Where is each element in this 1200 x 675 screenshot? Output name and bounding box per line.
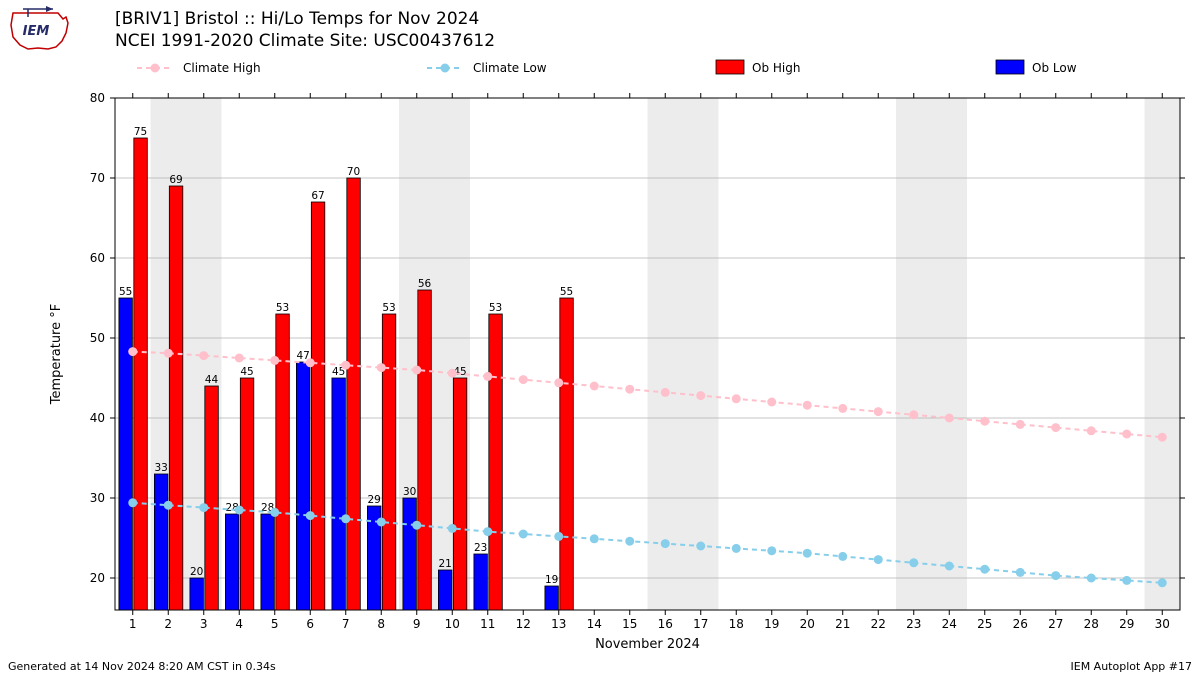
svg-text:29: 29 xyxy=(367,494,380,506)
svg-text:8: 8 xyxy=(377,617,385,631)
svg-text:Climate Low: Climate Low xyxy=(473,61,547,75)
svg-text:11: 11 xyxy=(480,617,495,631)
svg-text:13: 13 xyxy=(551,617,566,631)
svg-text:29: 29 xyxy=(1119,617,1134,631)
svg-text:4: 4 xyxy=(235,617,243,631)
x-axis-label: November 2024 xyxy=(595,637,700,652)
svg-text:30: 30 xyxy=(1155,617,1170,631)
svg-text:27: 27 xyxy=(1048,617,1063,631)
svg-text:5: 5 xyxy=(271,617,279,631)
svg-text:80: 80 xyxy=(90,91,105,105)
chart-title-1: [BRIV1] Bristol :: Hi/Lo Temps for Nov 2… xyxy=(115,9,479,29)
svg-text:Climate High: Climate High xyxy=(183,61,261,75)
svg-text:44: 44 xyxy=(205,374,219,386)
svg-text:53: 53 xyxy=(382,302,395,314)
svg-text:55: 55 xyxy=(119,286,132,298)
svg-text:19: 19 xyxy=(545,574,558,586)
svg-text:22: 22 xyxy=(871,617,886,631)
svg-text:12: 12 xyxy=(516,617,531,631)
svg-text:40: 40 xyxy=(90,411,105,425)
svg-text:20: 20 xyxy=(190,566,203,578)
svg-text:26: 26 xyxy=(1013,617,1028,631)
svg-text:75: 75 xyxy=(134,126,147,138)
svg-text:17: 17 xyxy=(693,617,708,631)
svg-text:23: 23 xyxy=(474,542,487,554)
svg-text:18: 18 xyxy=(729,617,744,631)
svg-text:1: 1 xyxy=(129,617,137,631)
svg-text:2: 2 xyxy=(164,617,172,631)
svg-text:14: 14 xyxy=(587,617,602,631)
svg-text:Ob Low: Ob Low xyxy=(1032,61,1077,75)
svg-text:3: 3 xyxy=(200,617,208,631)
footer-left: Generated at 14 Nov 2024 8:20 AM CST in … xyxy=(8,660,276,673)
svg-text:28: 28 xyxy=(1084,617,1099,631)
svg-text:20: 20 xyxy=(90,571,105,585)
logo-text: IEM xyxy=(23,24,50,39)
svg-text:9: 9 xyxy=(413,617,421,631)
svg-text:10: 10 xyxy=(445,617,460,631)
chart-title-2: NCEI 1991-2020 Climate Site: USC00437612 xyxy=(115,31,495,51)
svg-text:33: 33 xyxy=(154,462,167,474)
svg-text:6: 6 xyxy=(306,617,314,631)
svg-text:70: 70 xyxy=(347,166,360,178)
svg-text:67: 67 xyxy=(311,190,324,202)
temperature-chart: IEM5533202828474529302123197569444553677… xyxy=(0,0,1200,675)
svg-text:60: 60 xyxy=(90,251,105,265)
svg-text:53: 53 xyxy=(489,302,502,314)
svg-text:55: 55 xyxy=(560,286,573,298)
svg-text:30: 30 xyxy=(403,486,416,498)
svg-text:7: 7 xyxy=(342,617,350,631)
svg-text:56: 56 xyxy=(418,278,432,290)
y-axis-label: Temperature °F xyxy=(49,304,64,405)
svg-text:50: 50 xyxy=(90,331,105,345)
svg-text:16: 16 xyxy=(658,617,673,631)
svg-text:19: 19 xyxy=(764,617,779,631)
svg-text:21: 21 xyxy=(835,617,850,631)
svg-text:21: 21 xyxy=(438,558,451,570)
svg-text:15: 15 xyxy=(622,617,637,631)
svg-text:53: 53 xyxy=(276,302,289,314)
svg-text:24: 24 xyxy=(942,617,957,631)
svg-text:30: 30 xyxy=(90,491,105,505)
footer-right: IEM Autoplot App #17 xyxy=(1071,660,1193,673)
svg-text:25: 25 xyxy=(977,617,992,631)
svg-text:Ob High: Ob High xyxy=(752,61,800,75)
svg-text:69: 69 xyxy=(169,174,182,186)
svg-text:20: 20 xyxy=(800,617,815,631)
svg-text:45: 45 xyxy=(240,366,253,378)
svg-text:23: 23 xyxy=(906,617,921,631)
svg-text:70: 70 xyxy=(90,171,105,185)
